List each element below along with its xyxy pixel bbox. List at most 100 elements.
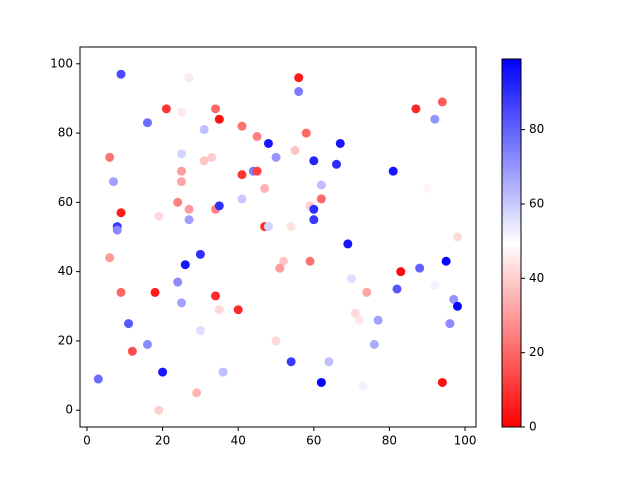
y-tick-label: 20 — [58, 333, 73, 347]
point — [214, 114, 224, 124]
x-tick-label: 100 — [454, 434, 477, 448]
point — [373, 315, 383, 325]
point — [142, 339, 152, 349]
point — [112, 225, 122, 235]
point — [233, 305, 243, 315]
point — [195, 249, 205, 259]
point — [211, 291, 221, 301]
point — [309, 156, 319, 166]
point — [350, 308, 360, 318]
point — [199, 156, 209, 166]
y-tick-label: 80 — [58, 126, 73, 140]
point — [177, 177, 187, 187]
x-tick-label: 20 — [155, 434, 170, 448]
point — [388, 166, 398, 176]
point — [173, 277, 183, 287]
point — [161, 104, 171, 114]
point — [275, 263, 285, 273]
point — [309, 204, 319, 214]
point — [116, 287, 126, 297]
point — [116, 69, 126, 79]
point — [411, 104, 421, 114]
y-tick-label: 60 — [58, 195, 73, 209]
point — [214, 201, 224, 211]
colorbar — [501, 58, 522, 428]
point — [332, 159, 342, 169]
point — [154, 211, 164, 221]
point — [263, 222, 273, 232]
point — [437, 377, 447, 387]
y-tick-label: 100 — [50, 56, 73, 70]
x-tick-label: 60 — [306, 434, 321, 448]
point — [177, 149, 187, 159]
point — [105, 152, 115, 162]
point — [369, 339, 379, 349]
point — [237, 121, 247, 131]
point — [177, 107, 187, 117]
point — [173, 197, 183, 207]
point — [142, 118, 152, 128]
point — [294, 73, 304, 83]
point — [237, 170, 247, 180]
colorbar-tick-label: 20 — [529, 345, 544, 359]
point — [180, 260, 190, 270]
point — [127, 346, 137, 356]
point — [192, 388, 202, 398]
point — [286, 222, 296, 232]
point — [184, 204, 194, 214]
x-tick-label: 80 — [382, 434, 397, 448]
point — [415, 263, 425, 273]
point — [437, 97, 447, 107]
colorbar-tick-label: 40 — [529, 271, 544, 285]
point — [195, 326, 205, 336]
point — [316, 194, 326, 204]
point — [343, 239, 353, 249]
point — [260, 184, 270, 194]
point — [347, 274, 357, 284]
point — [154, 405, 164, 415]
point — [237, 194, 247, 204]
point — [116, 208, 126, 218]
point — [177, 166, 187, 176]
point — [263, 138, 273, 148]
point — [184, 215, 194, 225]
point — [358, 381, 368, 391]
point — [218, 367, 228, 377]
point — [316, 180, 326, 190]
point — [252, 166, 262, 176]
point — [309, 215, 319, 225]
point — [158, 367, 168, 377]
point — [93, 374, 103, 384]
point — [124, 319, 134, 329]
point — [449, 294, 459, 304]
y-tick-label: 0 — [65, 403, 73, 417]
point — [305, 256, 315, 266]
point — [150, 287, 160, 297]
point — [199, 125, 209, 135]
point — [452, 232, 462, 242]
axes-frame — [79, 46, 477, 428]
point — [271, 336, 281, 346]
x-tick-label: 40 — [231, 434, 246, 448]
point — [286, 357, 296, 367]
point — [105, 253, 115, 263]
point — [290, 145, 300, 155]
point — [316, 377, 326, 387]
point — [214, 305, 224, 315]
colorbar-tick-label: 80 — [529, 122, 544, 136]
point — [452, 301, 462, 311]
point — [207, 152, 217, 162]
colorbar-tick-label: 60 — [529, 196, 544, 210]
y-tick-label: 40 — [58, 264, 73, 278]
point — [279, 256, 289, 266]
point — [392, 284, 402, 294]
point — [335, 138, 345, 148]
point — [422, 184, 432, 194]
point — [430, 114, 440, 124]
x-tick-label: 0 — [83, 434, 91, 448]
point — [324, 357, 334, 367]
point — [177, 298, 187, 308]
point — [184, 73, 194, 83]
